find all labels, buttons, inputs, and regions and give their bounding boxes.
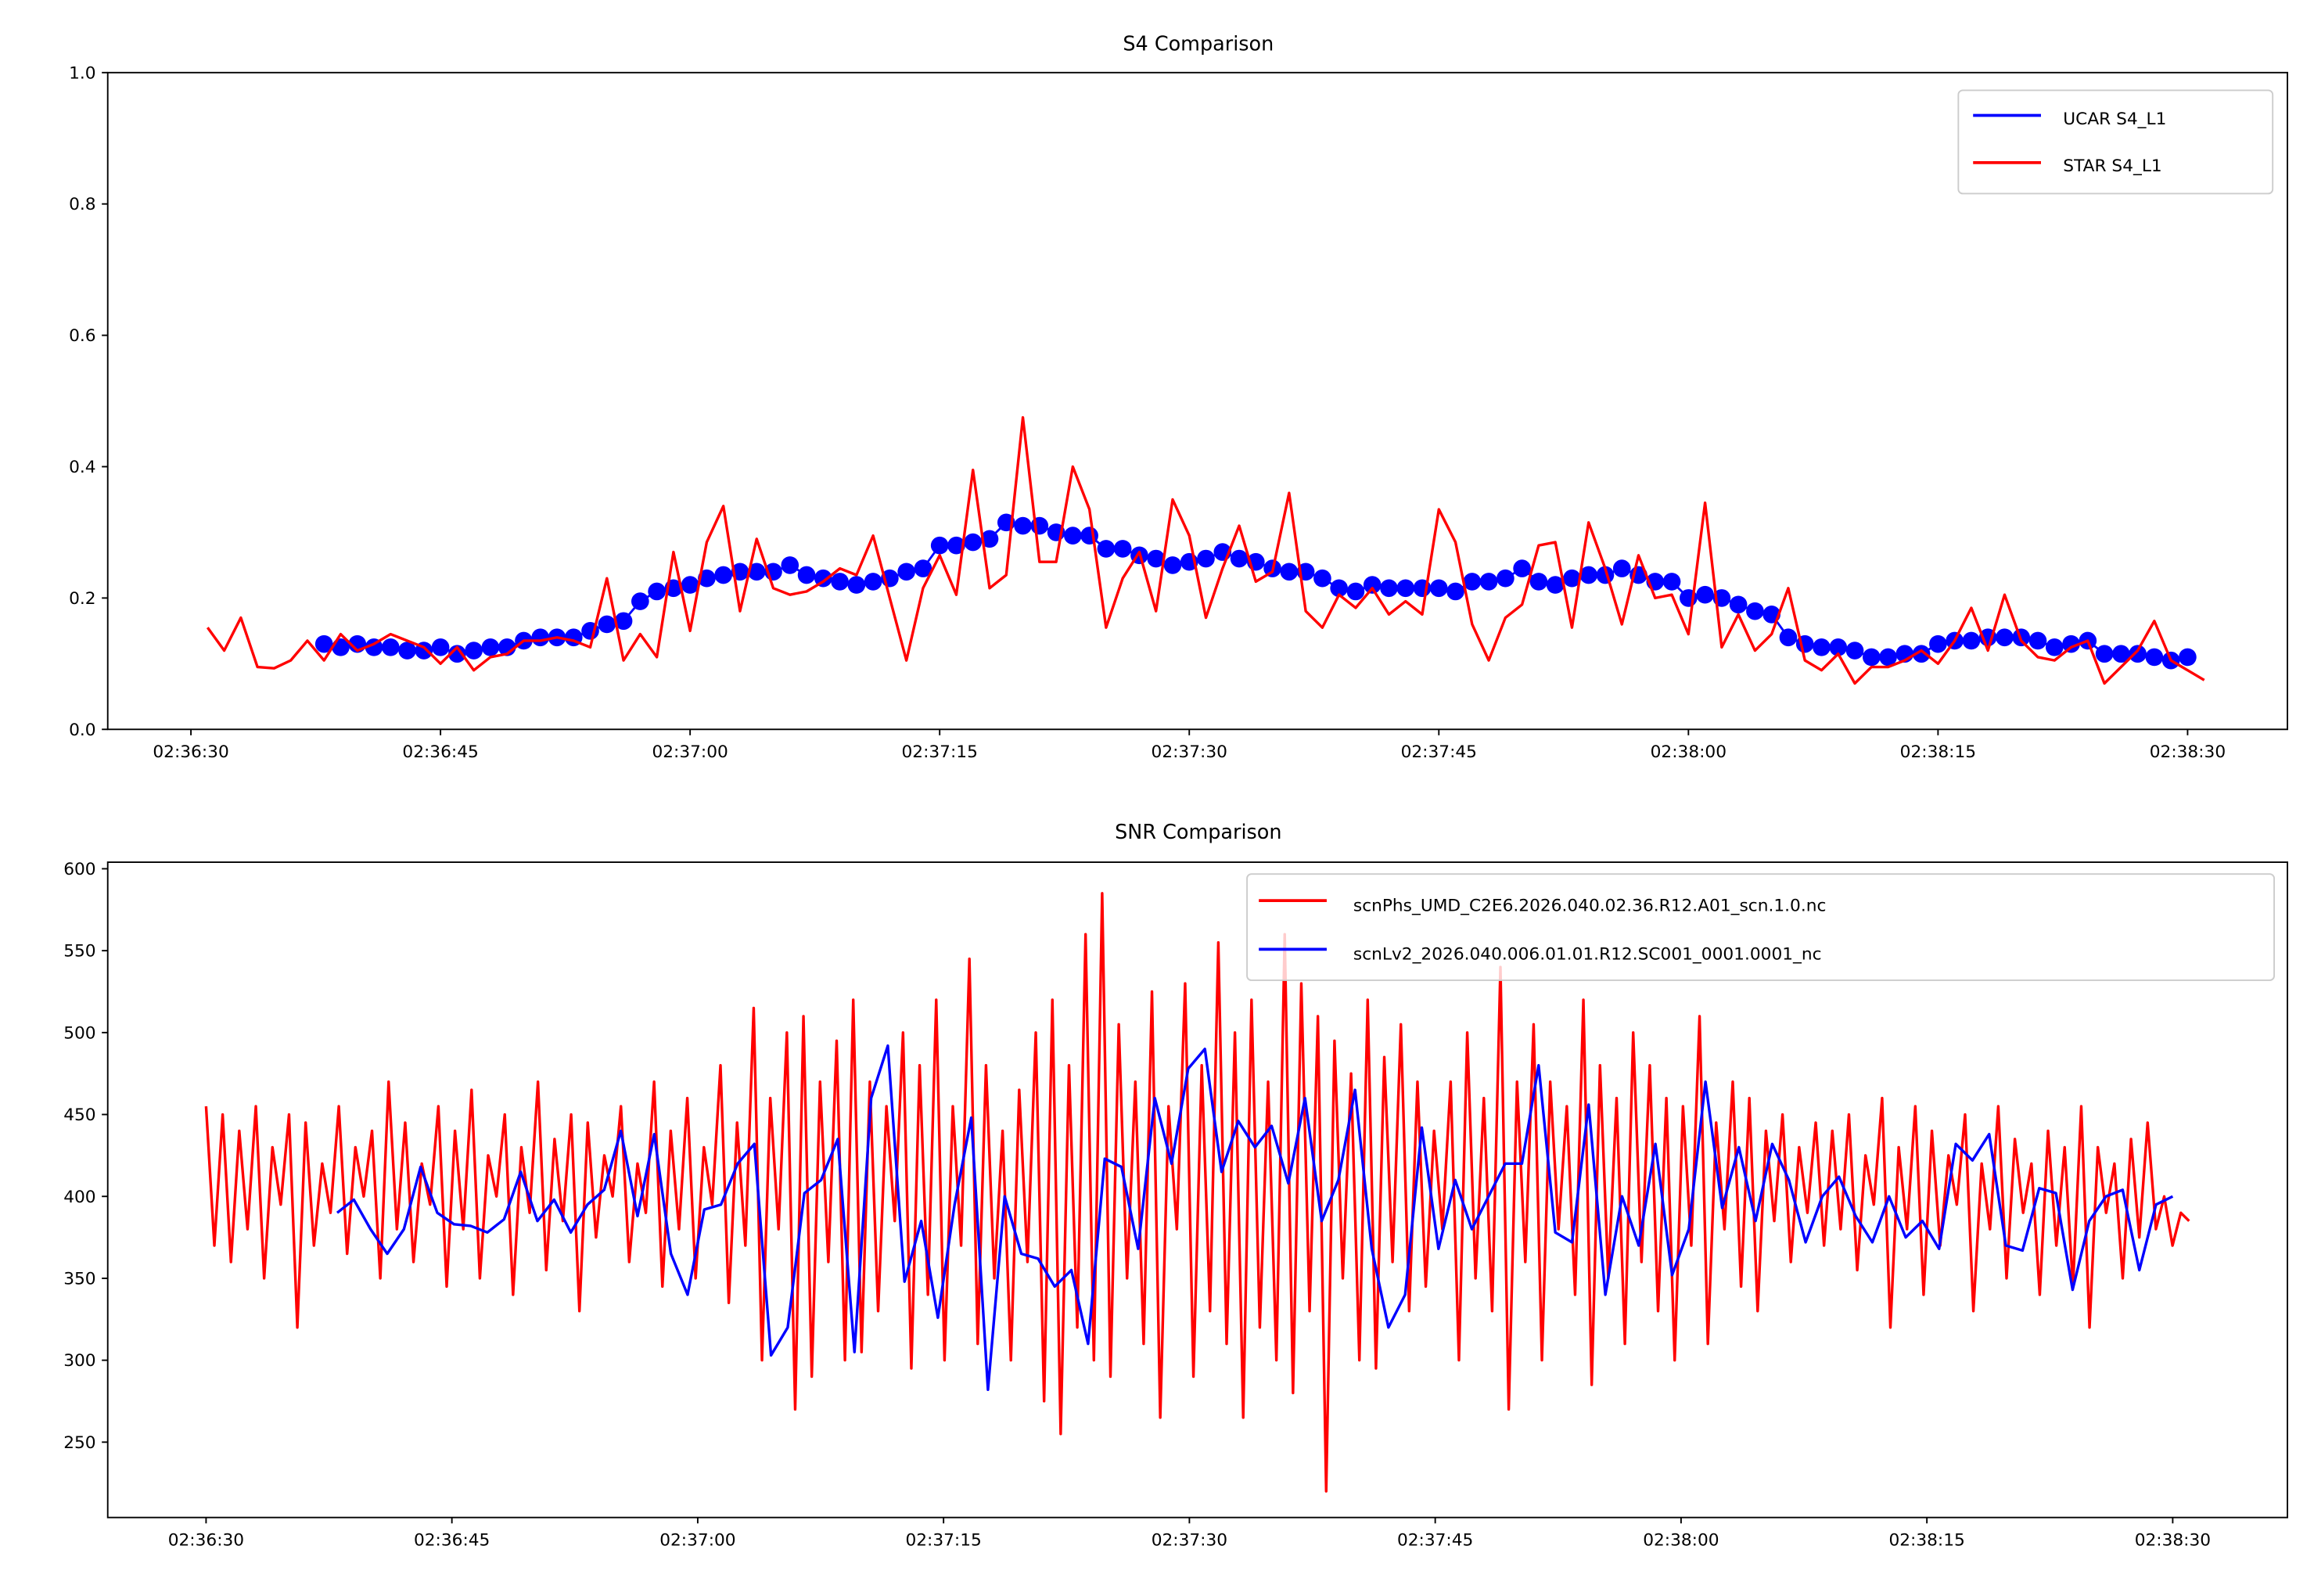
chart-title: S4 Comparison	[1123, 32, 1274, 56]
legend-label-ucar: UCAR S4_L1	[2063, 110, 2166, 129]
y-tick-label: 350	[63, 1269, 95, 1289]
snr-comparison-chart: SNR Comparison 02:36:30 02:36:45 02:37:00 0…	[63, 821, 2288, 1551]
legend-label-scnphs: scnPhs_UMD_C2E6.2026.040.02.36.R12.A01_s…	[1353, 896, 1827, 915]
x-tick-label: 02:36:30	[153, 742, 228, 762]
series-line-star-s4-l1	[206, 415, 2205, 685]
x-tick-label: 02:36:45	[402, 742, 478, 762]
legend: scnPhs_UMD_C2E6.2026.040.02.36.R12.A01_s…	[1246, 873, 2276, 981]
x-tick-label: 02:37:30	[1152, 1531, 1227, 1551]
y-tick-label: 0.8	[69, 195, 96, 214]
x-tick-label: 02:36:45	[414, 1531, 490, 1551]
plot-area	[204, 892, 2190, 1493]
y-tick-label: 450	[63, 1105, 95, 1125]
y-tick-label: 400	[63, 1188, 95, 1207]
y-tick-label: 600	[63, 860, 95, 879]
x-tick-label: 02:36:30	[168, 1531, 244, 1551]
s4-comparison-chart: S4 Comparison 02:36:30 02:36:45 02:37:00 02…	[69, 32, 2288, 762]
y-tick-label: 300	[63, 1351, 95, 1371]
x-tick-label: 02:37:45	[1397, 1531, 1473, 1551]
y-tick-label: 550	[63, 942, 95, 962]
y-tick-label: 1.0	[69, 63, 96, 83]
y-tick-label: 0.0	[69, 721, 96, 740]
chart-title: SNR Comparison	[1115, 821, 1281, 844]
legend: UCAR S4_L1 STAR S4_L1	[1957, 89, 2274, 195]
y-tick-label: 500	[63, 1023, 95, 1043]
axes-frame	[106, 71, 2288, 731]
series-line-scnphs-umd-c2e6-2026-040-02-36-r12-a01-scn-1-0-nc	[204, 892, 2190, 1493]
series-line-scnlv2-2026-040-006-01-01-r12-sc001-0001-0001-nc	[336, 1044, 2174, 1392]
x-tick-label: 02:38:30	[2135, 1531, 2211, 1551]
x-tick-label: 02:38:00	[1651, 742, 1727, 762]
y-tick-label: 0.2	[69, 589, 96, 609]
x-tick-label: 02:37:15	[905, 1531, 981, 1551]
axis-ticks: 02:36:30 02:36:45 02:37:00 02:37:15 02:37:30…	[69, 63, 2226, 762]
axes-frame	[106, 861, 2288, 1519]
legend-label-star: STAR S4_L1	[2063, 156, 2161, 176]
legend-box	[1246, 873, 2276, 981]
legend-box	[1957, 89, 2274, 195]
y-tick-label: 250	[63, 1433, 95, 1453]
x-tick-label: 02:37:30	[1152, 742, 1227, 762]
y-tick-label: 0.6	[69, 326, 96, 346]
x-tick-label: 02:37:45	[1401, 742, 1477, 762]
x-tick-label: 02:37:00	[652, 742, 728, 762]
plot-area	[206, 415, 2205, 685]
series-line-ucar-s4-l1	[323, 521, 2188, 662]
x-tick-label: 02:37:00	[659, 1531, 735, 1551]
y-tick-label: 0.4	[69, 458, 96, 477]
x-tick-label: 02:38:15	[1900, 742, 1976, 762]
x-tick-label: 02:37:15	[901, 742, 977, 762]
x-tick-label: 02:38:15	[1888, 1531, 1964, 1551]
axis-ticks: 02:36:30 02:36:45 02:37:00 02:37:15 02:37:30…	[63, 860, 2211, 1551]
x-tick-label: 02:38:00	[1643, 1531, 1719, 1551]
legend-label-scnlv2: scnLv2_2026.040.006.01.01.R12.SC001_0001…	[1353, 945, 1822, 965]
x-tick-label: 02:38:30	[2150, 742, 2226, 762]
